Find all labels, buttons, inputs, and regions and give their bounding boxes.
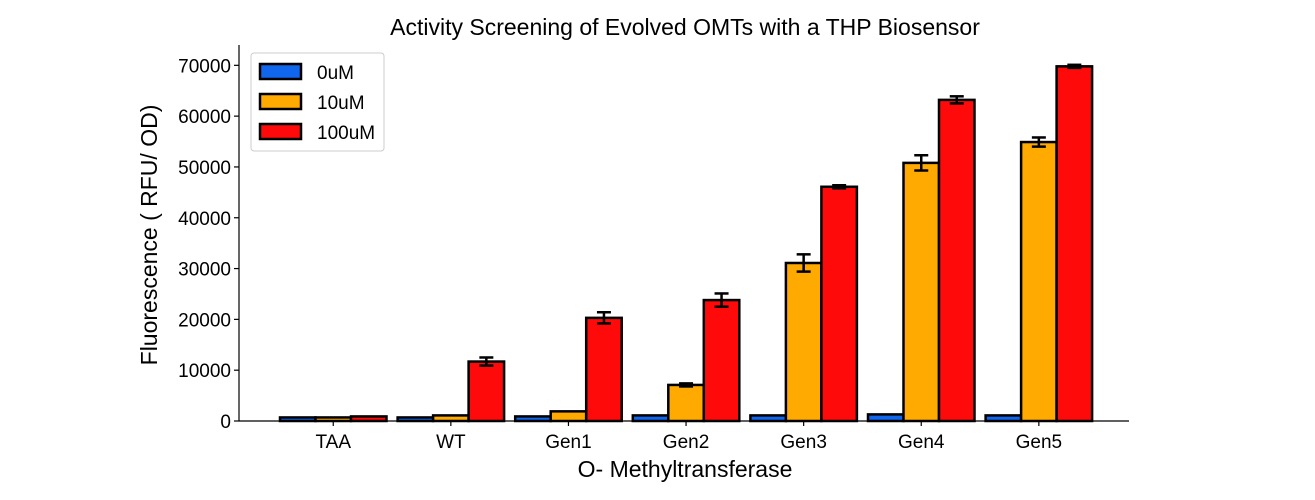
error-bar-10uM-Gen4	[914, 154, 929, 172]
bar-100uM-Gen3	[820, 185, 859, 423]
y-tick-label: 20000	[178, 310, 231, 331]
legend-swatch	[258, 92, 303, 111]
bar-0uM-Gen3	[749, 414, 788, 423]
bar-10uM-Gen3	[784, 261, 823, 423]
error-bar-10uM-Gen2	[679, 382, 694, 388]
error-bar-100uM-Gen1	[596, 311, 611, 325]
bar-10uM-Gen1	[549, 410, 588, 423]
bar-100uM-Gen2	[702, 298, 741, 423]
legend-entry-10uM: 10uM	[258, 92, 365, 114]
x-axis-label: O- Methyltransferase	[578, 456, 793, 482]
x-tick-label-Gen1: Gen1	[545, 432, 591, 453]
bar-100uM-Gen5	[1055, 65, 1094, 423]
x-tick-label-TAA: TAA	[315, 432, 351, 453]
legend: 0uM 10uM 100uM	[250, 52, 385, 152]
y-tick-label: 70000	[178, 56, 231, 77]
x-tick-label-Gen5: Gen5	[1016, 432, 1062, 453]
bar-100uM-Gen4	[937, 98, 976, 423]
y-axis-label: Fluorescence ( RFU/ OD)	[136, 105, 162, 366]
bar-100uM-TAA	[349, 415, 388, 423]
error-bar-100uM-Gen2	[714, 292, 729, 308]
legend-label: 10uM	[317, 93, 365, 114]
x-tick-label-Gen3: Gen3	[780, 432, 826, 453]
error-bar-100uM-Gen3	[832, 183, 847, 190]
y-tick-label: 40000	[178, 209, 231, 230]
error-bar-10uM-Gen3	[796, 253, 811, 273]
bar-0uM-Gen2	[631, 414, 670, 423]
legend-swatch	[258, 62, 303, 81]
legend-swatch	[258, 122, 303, 141]
y-tick-label: 50000	[178, 158, 231, 179]
legend-label: 0uM	[317, 63, 354, 84]
bar-10uM-WT	[431, 414, 470, 423]
x-tick-label-WT: WT	[436, 432, 466, 453]
y-tick-label: 10000	[178, 361, 231, 382]
bar-10uM-Gen5	[1019, 140, 1058, 423]
bar-0uM-Gen1	[513, 415, 552, 423]
x-tick-label-Gen2: Gen2	[663, 432, 709, 453]
plot-area: 0 10000 20000 30000 40000 50000 60000 70000 TAA W…	[178, 45, 1129, 453]
y-tick-label: 30000	[178, 260, 231, 281]
error-bar-100uM-Gen4	[949, 95, 964, 105]
chart-title: Activity Screening of Evolved OMTs with …	[390, 14, 980, 40]
bar-0uM-Gen5	[984, 414, 1023, 423]
bar-10uM-Gen4	[902, 161, 941, 423]
error-bar-100uM-Gen5	[1067, 63, 1082, 70]
error-bar-10uM-Gen5	[1031, 136, 1046, 148]
bar-10uM-Gen2	[667, 383, 706, 423]
legend-entry-100uM: 100uM	[258, 122, 375, 144]
x-tick-label-Gen4: Gen4	[898, 432, 945, 453]
y-tick-label: 0	[220, 412, 231, 433]
bar-100uM-Gen1	[584, 316, 623, 423]
bar-0uM-Gen4	[866, 413, 905, 423]
y-tick-label: 60000	[178, 107, 231, 128]
error-bar-100uM-WT	[479, 356, 494, 367]
bar-100uM-WT	[467, 360, 506, 423]
legend-entry-0uM: 0uM	[258, 62, 354, 84]
legend-label: 100uM	[317, 123, 375, 144]
